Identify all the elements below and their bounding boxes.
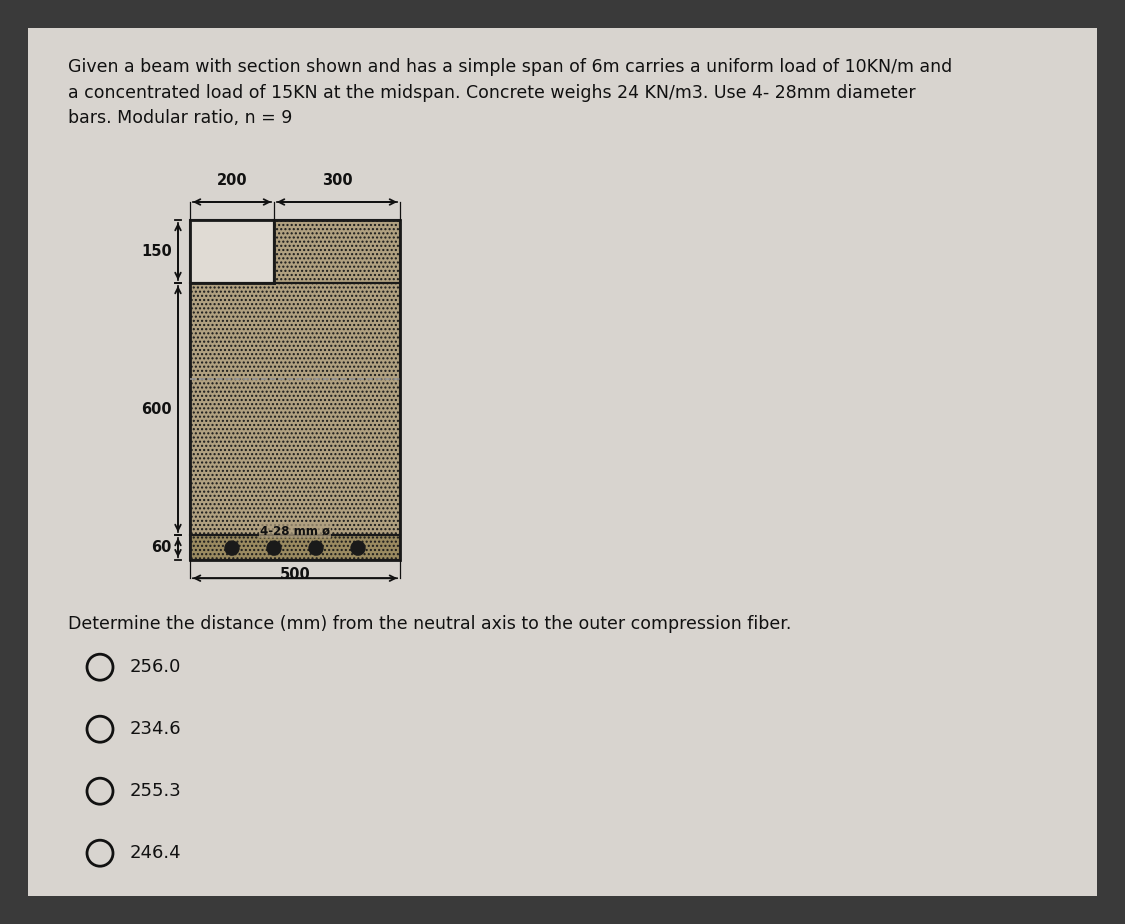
Text: Given a beam with section shown and has a simple span of 6m carries a uniform lo: Given a beam with section shown and has …	[68, 58, 952, 128]
Text: 4-28 mm ø: 4-28 mm ø	[260, 524, 330, 537]
Bar	[190, 535, 400, 560]
Bar	[190, 535, 400, 560]
Circle shape	[225, 541, 238, 555]
Circle shape	[351, 541, 364, 555]
Text: 200: 200	[217, 173, 248, 188]
Text: 60: 60	[152, 541, 172, 555]
Text: 150: 150	[142, 244, 172, 259]
Text: 300: 300	[322, 173, 352, 188]
Bar	[190, 220, 274, 283]
Text: 246.4: 246.4	[130, 845, 181, 862]
Bar	[190, 283, 400, 535]
Circle shape	[309, 541, 323, 555]
Bar	[190, 283, 400, 535]
Text: 234.6: 234.6	[130, 720, 181, 738]
Circle shape	[267, 541, 281, 555]
Bar	[274, 220, 400, 283]
Text: 255.3: 255.3	[130, 783, 182, 800]
Text: 600: 600	[142, 402, 172, 417]
Text: Determine the distance (mm) from the neutral axis to the outer compression fiber: Determine the distance (mm) from the neu…	[68, 615, 791, 633]
Text: 500: 500	[280, 567, 310, 582]
Text: 256.0: 256.0	[130, 658, 181, 676]
Bar	[274, 220, 400, 283]
